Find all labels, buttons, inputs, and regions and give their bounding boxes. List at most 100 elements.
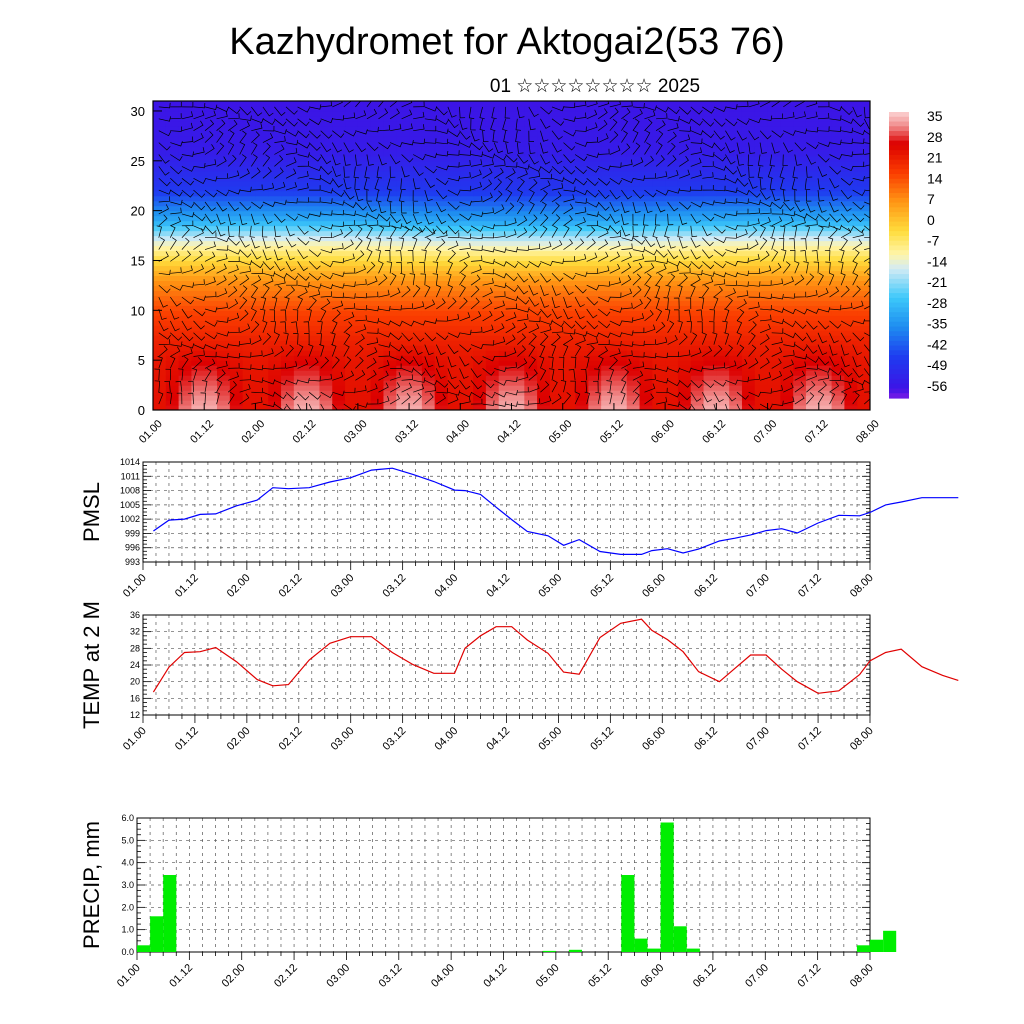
heatmap-cell xyxy=(613,250,628,257)
wind-barb xyxy=(274,278,286,286)
heatmap-cell xyxy=(178,345,193,351)
heatmap-cell xyxy=(447,130,461,137)
wind-barb xyxy=(517,296,530,305)
heatmap-cell xyxy=(703,315,717,321)
heatmap-cell xyxy=(370,245,385,252)
heatmap-cell xyxy=(165,395,180,401)
heatmap-cell xyxy=(780,115,794,122)
heatmap-cell xyxy=(665,110,679,117)
heatmap-cell xyxy=(396,365,410,371)
wind-barb xyxy=(528,201,535,215)
heatmap-cell xyxy=(370,340,385,346)
heatmap-cell xyxy=(562,200,577,207)
wind-barb xyxy=(644,273,652,286)
wind-barb xyxy=(193,308,206,317)
heatmap-cell xyxy=(357,305,372,311)
heatmap-cell xyxy=(844,290,858,296)
heatmap-cell xyxy=(153,145,167,152)
heatmap-cell xyxy=(626,140,641,147)
heatmap-cell xyxy=(306,165,321,172)
wind-barb xyxy=(771,209,784,215)
heatmap-cell xyxy=(729,370,743,376)
heatmap-cell xyxy=(460,365,474,371)
wind-barb xyxy=(227,225,235,238)
heatmap-cell xyxy=(409,405,423,410)
heatmap-cell xyxy=(357,270,372,277)
heatmap-cell xyxy=(153,235,167,242)
heatmap-cell xyxy=(793,400,807,406)
heatmap-cell xyxy=(741,345,756,351)
heatmap-cell xyxy=(780,270,794,277)
wind-barb xyxy=(528,130,535,143)
wind-barb xyxy=(343,356,352,369)
heatmap-cell xyxy=(549,145,564,152)
heatmap-cell xyxy=(460,300,474,306)
wind-barb xyxy=(736,332,742,345)
wind-barb xyxy=(320,117,334,124)
heatmap-cell xyxy=(396,370,410,376)
wind-barb xyxy=(621,213,629,226)
heatmap-cell xyxy=(805,395,820,401)
heatmap-cell xyxy=(780,101,794,107)
heatmap-cell xyxy=(690,350,705,356)
heatmap-cell xyxy=(460,275,474,282)
heatmap-cell xyxy=(767,360,781,366)
heatmap-cell xyxy=(716,260,730,267)
heatmap-cell xyxy=(204,340,218,346)
heatmap-cell xyxy=(613,150,628,157)
heatmap-cell xyxy=(575,170,589,177)
heatmap-cell xyxy=(549,255,564,262)
wind-barb xyxy=(320,130,333,139)
heatmap-cell xyxy=(268,130,282,137)
wind-barb xyxy=(517,345,526,357)
heatmap-cell xyxy=(370,380,385,386)
heatmap-cell xyxy=(268,275,282,282)
heatmap-cell xyxy=(319,150,333,157)
heatmap-cell xyxy=(741,320,756,326)
wind-barb xyxy=(667,320,675,333)
wind-barb xyxy=(551,333,561,345)
wind-barb xyxy=(584,356,590,369)
heatmap-cell xyxy=(191,130,205,137)
heatmap-cell xyxy=(293,360,308,366)
heatmap-cell xyxy=(204,315,218,321)
wind-barb xyxy=(760,293,773,300)
heatmap-cell xyxy=(421,280,436,286)
heatmap-cell xyxy=(421,255,436,262)
wind-barb xyxy=(736,228,748,239)
heatmap-cell xyxy=(703,220,717,227)
heatmap-cell xyxy=(729,260,743,267)
wind-barb xyxy=(713,165,727,171)
heatmap-cell xyxy=(345,385,359,391)
heatmap-cell xyxy=(498,250,513,257)
heatmap-cell xyxy=(178,230,193,237)
wind-barb xyxy=(725,287,736,298)
heatmap-cell xyxy=(639,195,653,202)
heatmap-cell xyxy=(562,335,577,341)
heatmap-cell xyxy=(665,275,679,282)
heatmap-cell xyxy=(805,125,820,132)
heatmap-cell xyxy=(498,355,513,361)
wind-barb xyxy=(644,189,657,198)
heatmap-cell xyxy=(498,215,513,222)
heatmap-cell xyxy=(485,370,500,376)
wind-barb xyxy=(447,118,459,129)
wind-barb xyxy=(817,373,830,381)
heatmap-cell xyxy=(434,185,449,192)
heatmap-cell xyxy=(370,210,385,217)
heatmap-cell xyxy=(754,265,769,272)
heatmap-cell xyxy=(447,250,461,257)
wind-barb xyxy=(262,167,272,179)
heatmap-cell xyxy=(485,285,500,291)
heatmap-cell xyxy=(575,365,589,371)
heatmap-cell xyxy=(409,335,423,341)
heatmap-cell xyxy=(524,265,538,272)
wind-barb xyxy=(644,284,651,298)
heatmap-cell xyxy=(319,160,333,167)
heatmap-cell xyxy=(345,315,359,321)
heatmap-cell xyxy=(421,365,436,371)
wind-barb xyxy=(389,201,396,214)
wind-barb xyxy=(239,393,250,405)
heatmap-cell xyxy=(319,105,333,112)
heatmap-cell xyxy=(306,380,321,386)
